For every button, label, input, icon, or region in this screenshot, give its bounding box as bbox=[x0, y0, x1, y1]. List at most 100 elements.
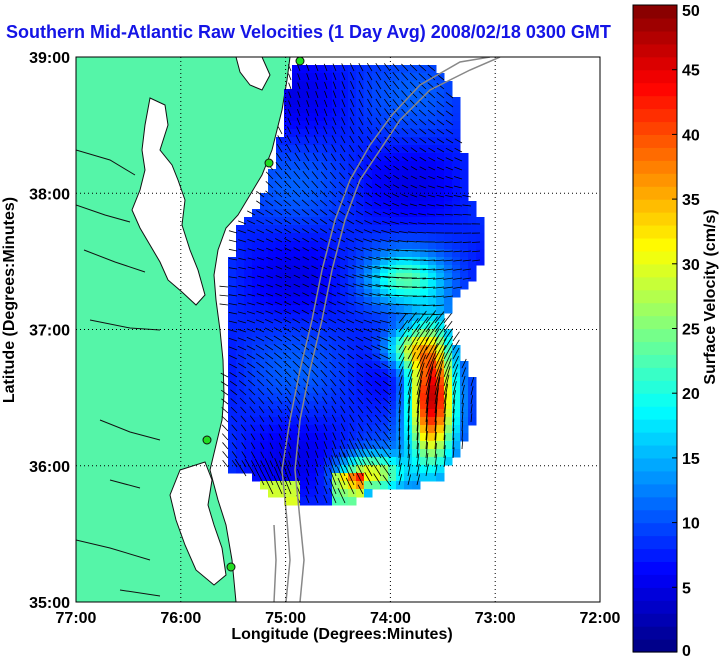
velocity-vector bbox=[311, 171, 319, 180]
velocity-cell bbox=[292, 417, 301, 426]
velocity-cell bbox=[412, 385, 421, 394]
velocity-vector bbox=[382, 380, 391, 387]
velocity-cell bbox=[244, 265, 253, 274]
velocity-cell bbox=[436, 425, 445, 434]
velocity-cell bbox=[300, 313, 309, 322]
velocity-cell bbox=[460, 225, 469, 234]
velocity-vector bbox=[338, 452, 346, 468]
velocity-cell bbox=[372, 401, 381, 410]
velocity-cell bbox=[332, 457, 341, 466]
velocity-vector bbox=[357, 484, 364, 495]
velocity-cell bbox=[388, 113, 397, 122]
velocity-cell bbox=[428, 353, 437, 362]
velocity-cell bbox=[444, 137, 453, 146]
velocity-vector bbox=[264, 466, 274, 486]
velocity-vector bbox=[416, 432, 419, 450]
velocity-vector bbox=[422, 268, 436, 271]
velocity-cell bbox=[340, 337, 349, 346]
velocity-cell bbox=[332, 209, 341, 218]
velocity-vector bbox=[434, 398, 438, 423]
velocity-vector bbox=[382, 211, 391, 216]
velocity-cell bbox=[276, 369, 285, 378]
velocity-cell bbox=[428, 385, 437, 394]
velocity-cell bbox=[356, 249, 365, 258]
velocity-vector bbox=[428, 166, 436, 171]
velocity-cell bbox=[404, 329, 413, 338]
velocity-cell bbox=[300, 369, 309, 378]
velocity-cell bbox=[444, 185, 453, 194]
velocity-vector bbox=[266, 387, 274, 396]
velocity-vector bbox=[301, 209, 310, 216]
velocity-vector bbox=[241, 451, 247, 459]
velocity-vector bbox=[360, 283, 373, 288]
velocity-vector bbox=[425, 343, 438, 369]
velocity-cell bbox=[252, 233, 261, 242]
velocity-cell bbox=[284, 417, 293, 426]
velocity-vector bbox=[256, 361, 265, 369]
velocity-cell bbox=[252, 409, 261, 418]
velocity-vector bbox=[374, 431, 382, 441]
velocity-vector bbox=[410, 128, 418, 135]
velocity-cell bbox=[316, 393, 325, 402]
velocity-vector bbox=[443, 335, 454, 351]
x-axis-ticks: 77:00 76:00 75:00 74:00 73:00 72:00 bbox=[56, 610, 621, 627]
velocity-cell bbox=[292, 329, 301, 338]
velocity-cell bbox=[452, 249, 461, 258]
velocity-cell bbox=[356, 489, 365, 498]
velocity-vector bbox=[355, 210, 364, 216]
velocity-vector bbox=[347, 371, 355, 378]
velocity-vector bbox=[362, 458, 373, 477]
velocity-vector bbox=[382, 266, 400, 270]
velocity-cell bbox=[420, 177, 429, 186]
velocity-vector bbox=[228, 320, 238, 324]
velocity-cell bbox=[436, 257, 445, 266]
velocity-cell bbox=[372, 281, 381, 290]
velocity-cell bbox=[332, 177, 341, 186]
velocity-vector bbox=[273, 475, 283, 495]
velocity-vector bbox=[366, 274, 382, 279]
velocity-cell bbox=[308, 73, 317, 82]
velocity-cell bbox=[228, 385, 237, 394]
velocity-vector bbox=[250, 451, 256, 459]
velocity-vector bbox=[433, 304, 445, 307]
velocity-cell bbox=[420, 249, 429, 258]
velocity-cell bbox=[364, 241, 373, 250]
velocity-cell bbox=[324, 337, 333, 346]
velocity-vector bbox=[398, 392, 402, 405]
velocity-vector bbox=[445, 110, 454, 117]
velocity-cell bbox=[380, 465, 389, 474]
velocity-vector bbox=[241, 442, 247, 450]
velocity-cell bbox=[244, 257, 253, 266]
velocity-cell bbox=[436, 449, 445, 458]
velocity-cell bbox=[452, 401, 461, 410]
velocity-vector bbox=[374, 275, 391, 279]
velocity-cell bbox=[468, 209, 477, 218]
velocity-cell bbox=[420, 121, 429, 130]
colorbar-tick-label: 40 bbox=[682, 127, 700, 144]
velocity-vector bbox=[410, 156, 418, 162]
velocity-cell bbox=[428, 409, 437, 418]
velocity-vector bbox=[416, 410, 419, 432]
velocity-vector bbox=[443, 268, 454, 271]
velocity-cell bbox=[372, 345, 381, 354]
velocity-cell bbox=[452, 169, 461, 178]
velocity-cell bbox=[372, 81, 381, 90]
velocity-cell bbox=[388, 353, 397, 362]
velocity-cell bbox=[244, 289, 253, 298]
velocity-cell bbox=[444, 209, 453, 218]
velocity-cell bbox=[404, 105, 413, 114]
velocity-vector bbox=[238, 239, 247, 243]
velocity-cell bbox=[460, 233, 469, 242]
velocity-vector bbox=[350, 80, 355, 90]
velocity-cell bbox=[364, 281, 373, 290]
velocity-vector bbox=[358, 89, 364, 99]
velocity-cell bbox=[236, 257, 245, 266]
velocity-cell bbox=[428, 129, 437, 138]
velocity-vector bbox=[301, 309, 310, 315]
velocity-cell bbox=[276, 457, 285, 466]
velocity-vector bbox=[436, 204, 445, 207]
velocity-cell bbox=[356, 169, 365, 178]
velocity-cell bbox=[348, 393, 357, 402]
velocity-cell bbox=[252, 425, 261, 434]
velocity-cell bbox=[276, 321, 285, 330]
